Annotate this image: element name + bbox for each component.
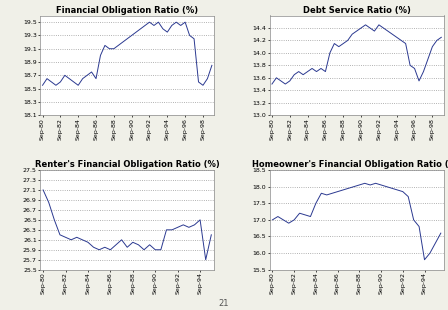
Title: Debt Service Ratio (%): Debt Service Ratio (%): [303, 6, 410, 15]
Text: 21: 21: [219, 299, 229, 308]
Title: Financial Obligation Ratio (%): Financial Obligation Ratio (%): [56, 6, 198, 15]
Title: Renter's Financial Obligation Ratio (%): Renter's Financial Obligation Ratio (%): [35, 160, 220, 169]
Title: Homeowner's Financial Obligation Ratio (%): Homeowner's Financial Obligation Ratio (…: [252, 160, 448, 169]
